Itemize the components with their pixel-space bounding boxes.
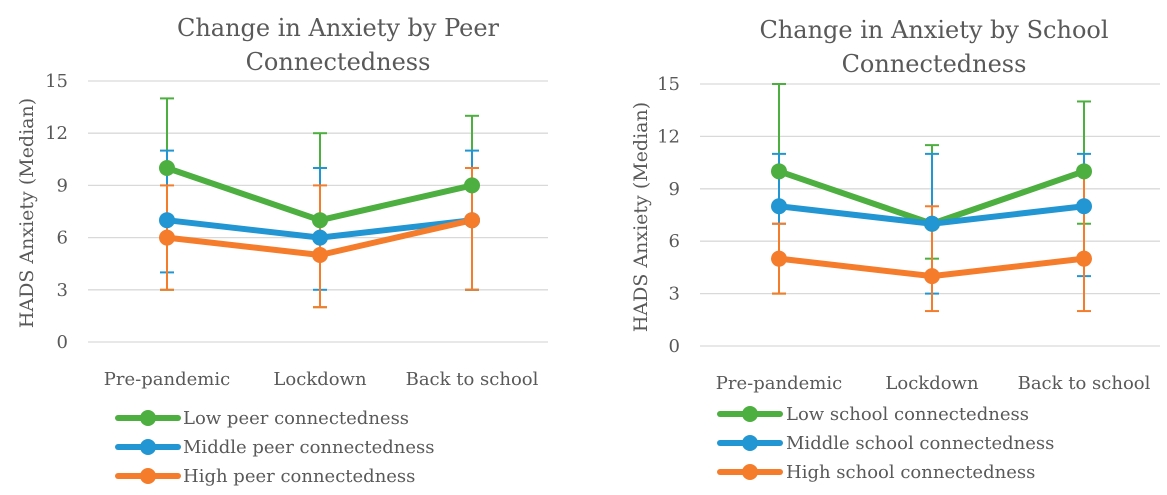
chart-right-plot-area: 0 3 6 9 12 15 Pre-pandemic Lockdown Back to scho… bbox=[657, 74, 1160, 394]
chart-left: Change in Anxiety by Peer Connectedness … bbox=[16, 14, 548, 487]
chart-right-y-tick-label: 9 bbox=[669, 179, 680, 200]
chart-right-legend-high-swatch-marker bbox=[742, 464, 758, 480]
chart-left-high-point bbox=[464, 212, 480, 229]
chart-right-title-line-2: Connectedness bbox=[842, 50, 1027, 78]
chart-left-title-line-1: Change in Anxiety by Peer bbox=[177, 14, 500, 42]
chart-right-high-point bbox=[924, 268, 940, 285]
chart-right-legend-low-swatch-marker bbox=[742, 406, 758, 422]
chart-right-title-line-1: Change in Anxiety by School bbox=[759, 16, 1108, 44]
chart-right-legend-high-label: High school connectedness bbox=[786, 462, 1035, 483]
chart-right-middle-point bbox=[924, 215, 940, 232]
chart-right-x-tick-label: Lockdown bbox=[885, 373, 979, 394]
chart-left-y-tick-label: 9 bbox=[57, 175, 68, 196]
chart-left-legend-high-swatch-marker bbox=[140, 468, 156, 484]
chart-left-low-point bbox=[159, 160, 175, 176]
chart-right-legend-middle-label: Middle school connectedness bbox=[786, 433, 1054, 454]
chart-right-legend-low-label: Low school connectedness bbox=[786, 404, 1029, 425]
chart-left-y-tick-label: 12 bbox=[45, 123, 68, 144]
chart-right-y-tick-label: 6 bbox=[669, 231, 680, 252]
chart-right-middle-point bbox=[1076, 198, 1092, 215]
chart-left-high-point bbox=[159, 229, 175, 246]
chart-right-middle-point bbox=[771, 198, 787, 215]
chart-right-y-axis-label: HADS Anxiety (Median) bbox=[630, 102, 652, 332]
chart-left-plot-area: 0 3 6 9 12 15 Pre-pandemic Lockdown Back to scho… bbox=[45, 71, 548, 390]
chart-right-y-tick-label: 12 bbox=[657, 126, 680, 147]
chart-left-y-tick-label: 0 bbox=[57, 332, 68, 353]
chart-left-x-tick-label: Lockdown bbox=[273, 369, 367, 390]
chart-left-legend-low-label: Low peer connectedness bbox=[183, 408, 409, 429]
chart-left-low-point bbox=[312, 212, 328, 229]
chart-left-middle-point bbox=[312, 229, 328, 246]
chart-right-high-point bbox=[1076, 250, 1092, 267]
chart-left-legend-high-label: High peer connectedness bbox=[183, 466, 415, 487]
chart-right: Change in Anxiety by School Connectednes… bbox=[630, 16, 1160, 483]
chart-right-x-tick-label: Pre-pandemic bbox=[716, 373, 842, 394]
chart-left-legend-low-swatch-marker bbox=[140, 410, 156, 426]
chart-left-legend-middle-swatch-marker bbox=[140, 439, 156, 455]
chart-left-y-tick-label: 15 bbox=[45, 71, 68, 92]
chart-left-x-tick-label: Pre-pandemic bbox=[104, 369, 230, 390]
chart-right-y-tick-label: 15 bbox=[657, 74, 680, 95]
chart-right-x-tick-label: Back to school bbox=[1018, 373, 1151, 394]
chart-right-legend: Low school connectedness Middle school co… bbox=[717, 404, 1054, 483]
chart-left-y-tick-label: 6 bbox=[57, 228, 68, 249]
chart-right-y-tick-label: 3 bbox=[669, 284, 680, 305]
chart-left-legend: Low peer connectedness Middle peer connec… bbox=[115, 408, 434, 487]
chart-left-title-line-2: Connectedness bbox=[246, 48, 431, 76]
chart-left-y-tick-label: 3 bbox=[57, 280, 68, 301]
chart-right-low-point bbox=[771, 163, 787, 180]
chart-left-low-point bbox=[464, 177, 480, 194]
chart-left-high-point bbox=[312, 247, 328, 263]
chart-right-y-tick-label: 0 bbox=[669, 336, 680, 357]
chart-left-legend-middle-label: Middle peer connectedness bbox=[183, 437, 434, 458]
chart-left-middle-point bbox=[159, 212, 175, 229]
chart-left-y-axis-label: HADS Anxiety (Median) bbox=[16, 98, 38, 328]
chart-right-high-point bbox=[771, 250, 787, 267]
chart-right-legend-middle-swatch-marker bbox=[742, 435, 758, 451]
chart-left-x-tick-label: Back to school bbox=[406, 369, 539, 390]
chart-right-low-point bbox=[1076, 163, 1092, 180]
